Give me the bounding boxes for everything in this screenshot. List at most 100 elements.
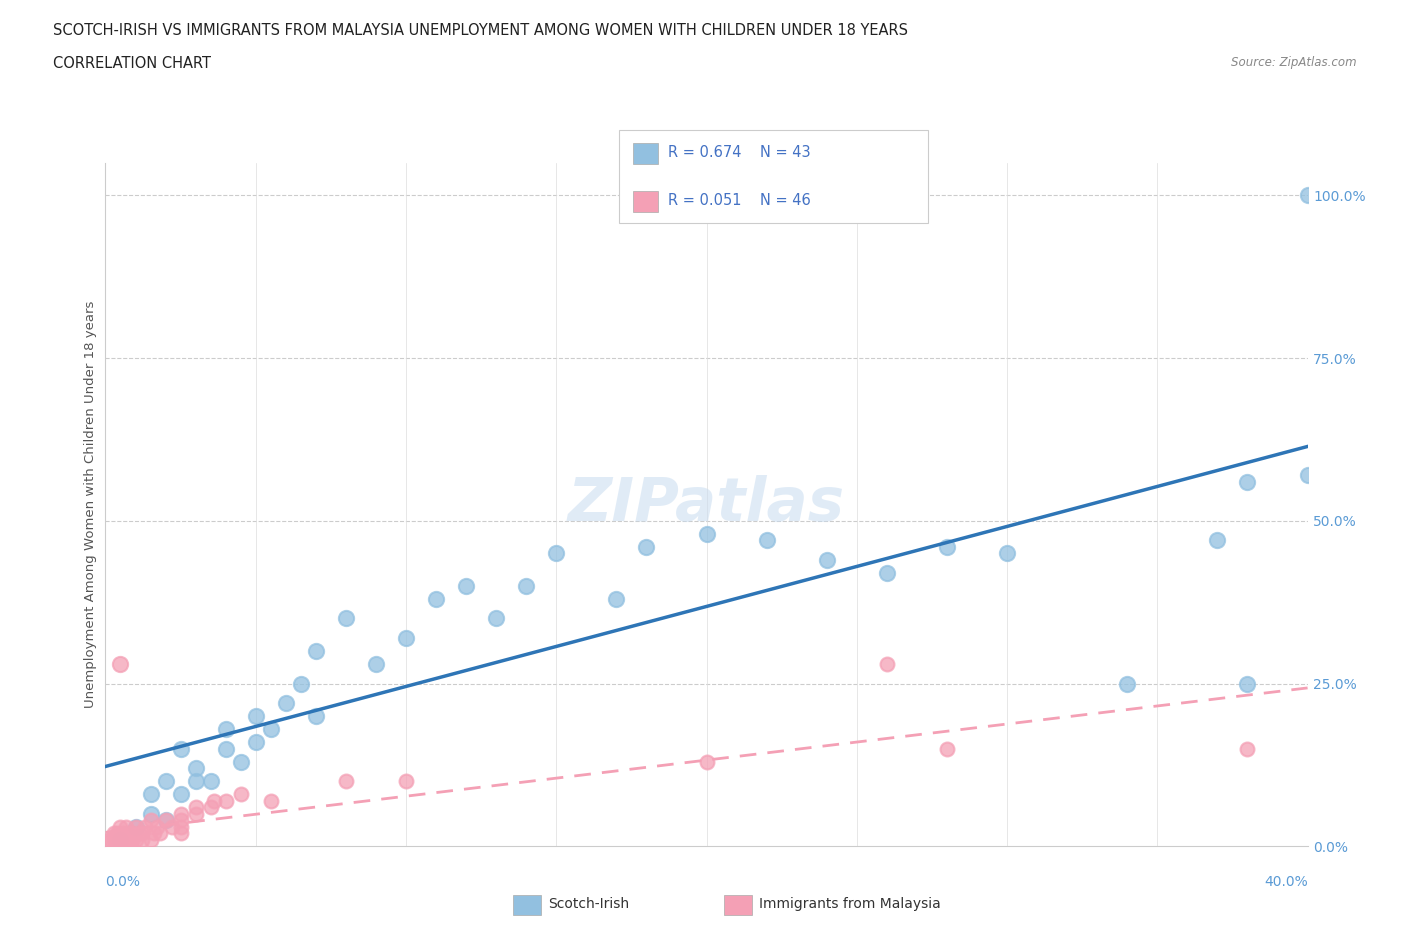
Text: ZIPatlas: ZIPatlas [568,475,845,534]
Point [696,754,718,769]
Point [229,787,252,802]
Point [169,806,191,821]
Text: SCOTCH-IRISH VS IMMIGRANTS FROM MALAYSIA UNEMPLOYMENT AMONG WOMEN WITH CHILDREN : SCOTCH-IRISH VS IMMIGRANTS FROM MALAYSIA… [53,23,908,38]
Point [121,826,143,841]
Point [876,565,898,580]
Point [815,552,838,567]
Point [97,832,120,847]
Point [160,819,183,834]
Point [169,787,191,802]
Point [202,793,225,808]
Point [169,813,191,828]
Point [169,826,191,841]
Point [290,676,312,691]
Point [103,832,125,847]
Point [485,611,508,626]
Point [124,819,146,834]
Point [107,832,129,847]
Point [139,813,162,828]
Point [1236,741,1258,756]
Point [1116,676,1139,691]
Point [245,709,267,724]
Point [1296,468,1319,483]
Point [755,533,778,548]
Point [995,546,1018,561]
Point [1206,533,1229,548]
Point [1296,188,1319,203]
Point [936,539,959,554]
Point [121,832,143,847]
Point [118,826,141,841]
Point [214,741,236,756]
Point [142,826,165,841]
Point [260,722,283,737]
Point [335,774,357,789]
Point [134,819,156,834]
Point [274,696,297,711]
Text: Scotch-Irish: Scotch-Irish [548,897,630,911]
Point [118,832,141,847]
Point [305,709,328,724]
Point [515,578,537,593]
Point [425,591,447,606]
Point [100,832,122,847]
Point [335,611,357,626]
Point [107,826,129,841]
Point [364,657,387,671]
Point [124,819,146,834]
Point [184,774,207,789]
Point [184,761,207,776]
Point [184,806,207,821]
Point [1236,676,1258,691]
Point [148,826,170,841]
Text: 40.0%: 40.0% [1264,874,1308,889]
Text: R = 0.051    N = 46: R = 0.051 N = 46 [668,193,811,208]
Point [112,832,135,847]
Point [605,591,627,606]
Point [155,813,177,828]
Point [131,832,153,847]
Point [200,800,222,815]
Point [110,832,132,847]
Point [112,826,135,841]
Point [936,741,959,756]
Point [245,735,267,750]
Point [169,819,191,834]
Point [145,819,167,834]
Point [546,546,568,561]
Point [1236,474,1258,489]
Text: CORRELATION CHART: CORRELATION CHART [53,56,211,71]
Point [184,800,207,815]
Point [110,832,132,847]
Point [876,657,898,671]
Text: Source: ZipAtlas.com: Source: ZipAtlas.com [1232,56,1357,69]
Point [214,722,236,737]
Y-axis label: Unemployment Among Women with Children Under 18 years: Unemployment Among Women with Children U… [84,300,97,709]
Point [395,631,418,645]
Point [169,741,191,756]
Point [696,526,718,541]
Point [636,539,658,554]
Point [110,819,132,834]
Point [139,787,162,802]
Point [260,793,283,808]
Point [115,819,138,834]
Point [305,644,328,658]
Text: R = 0.674    N = 43: R = 0.674 N = 43 [668,145,810,160]
Point [155,774,177,789]
Point [110,657,132,671]
Point [229,754,252,769]
Point [139,806,162,821]
Point [131,826,153,841]
Point [124,832,146,847]
Point [454,578,477,593]
Point [214,793,236,808]
Point [128,826,150,841]
Text: 0.0%: 0.0% [105,874,141,889]
Point [155,813,177,828]
Point [139,832,162,847]
Point [395,774,418,789]
Point [115,832,138,847]
Text: Immigrants from Malaysia: Immigrants from Malaysia [759,897,941,911]
Point [103,826,125,841]
